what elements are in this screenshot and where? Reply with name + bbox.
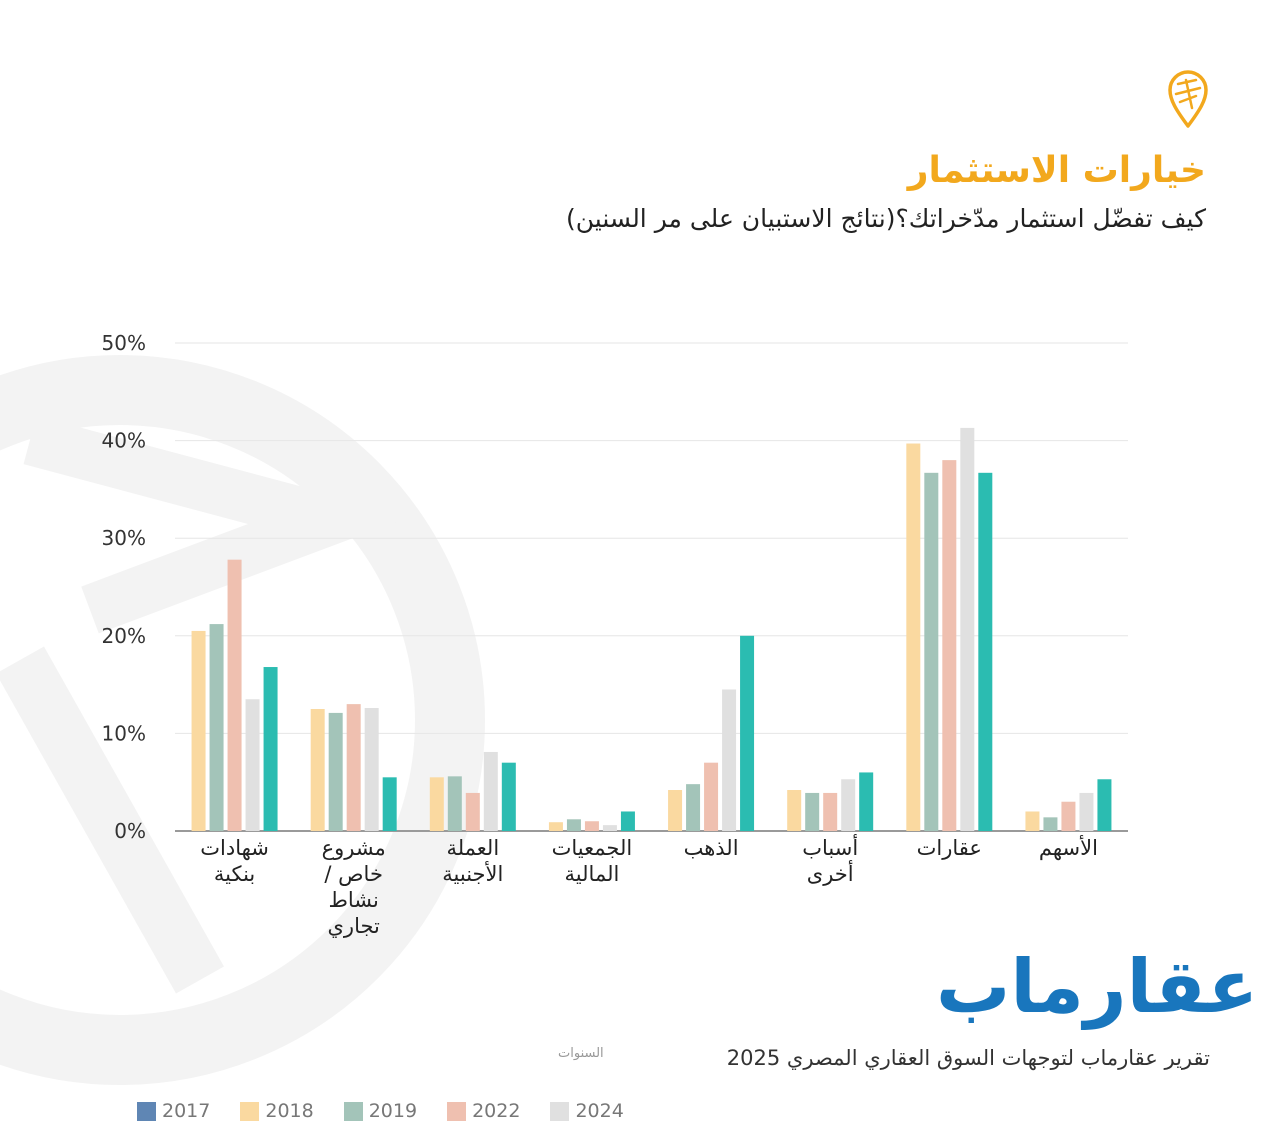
- x-tick-label: أخرى: [807, 860, 854, 886]
- legend-item: 2022: [447, 1100, 520, 1122]
- bar: [859, 772, 874, 831]
- bar: [722, 689, 737, 831]
- bar: [704, 762, 719, 831]
- x-tick-label: عقارات: [917, 836, 982, 860]
- x-tick-label: الأسهم: [1039, 835, 1098, 861]
- legend-swatch: [240, 1101, 260, 1121]
- legend-title: السنوات: [558, 1046, 604, 1061]
- y-tick-label: 30%: [102, 526, 146, 550]
- bar: [566, 819, 581, 831]
- x-tick-label: المالية: [565, 862, 620, 886]
- bar: [548, 822, 563, 831]
- legend-item: 2024: [550, 1100, 624, 1122]
- bar: [740, 635, 755, 831]
- bar: [501, 762, 516, 831]
- legend-item: 2017: [137, 1100, 210, 1122]
- bar: [209, 624, 224, 831]
- y-tick-label: 0%: [114, 819, 146, 843]
- legend-label: 2019: [368, 1100, 418, 1122]
- legend: 2017 2018 2019 2022 2024: [137, 1100, 624, 1122]
- legend-label: 2024: [575, 1100, 624, 1122]
- bar: [787, 790, 802, 831]
- legend-label: 2018: [265, 1100, 314, 1122]
- bar: [1061, 801, 1076, 831]
- bar: [346, 704, 361, 831]
- bar: [841, 779, 856, 831]
- bar: [620, 811, 635, 831]
- x-tick-label: مشروع: [322, 836, 386, 860]
- bar: [805, 792, 820, 831]
- legend-item: 2018: [240, 1100, 314, 1122]
- bar: [263, 667, 278, 831]
- bar: [245, 699, 260, 831]
- y-tick-label: 40%: [102, 429, 146, 453]
- page-subtitle: كيف تفضّل استثمار مدّخراتك؟(نتائج الاستب…: [566, 204, 1206, 233]
- bar: [429, 777, 444, 831]
- bar: [668, 790, 683, 831]
- y-tick-label: 50%: [102, 331, 146, 355]
- bar: [310, 709, 325, 831]
- bar: [328, 712, 343, 831]
- report-caption: تقرير عقارماب لتوجهات السوق العقاري المص…: [726, 1046, 1210, 1070]
- bar: [823, 792, 838, 831]
- x-tick-label: خاص /: [324, 862, 383, 886]
- bar: [227, 559, 242, 831]
- x-tick-label: الجمعيات: [552, 836, 633, 860]
- bar: [364, 708, 379, 831]
- x-tick-label: أسباب: [802, 834, 858, 860]
- map-pin-logo-icon: [1168, 70, 1208, 128]
- x-tick-label: شهادات: [200, 836, 269, 860]
- bar: [1025, 811, 1040, 831]
- bar: [1079, 792, 1094, 831]
- x-tick-label: العملة: [446, 836, 499, 860]
- bar: [465, 792, 480, 831]
- legend-swatch: [447, 1101, 467, 1121]
- x-tick-label: تجاري: [327, 914, 380, 938]
- y-tick-label: 20%: [102, 624, 146, 648]
- bar: [924, 472, 939, 831]
- x-tick-label: بنكية: [214, 862, 255, 886]
- legend-swatch: [550, 1101, 570, 1121]
- x-tick-label: الأجنبية: [442, 861, 503, 886]
- bar: [978, 472, 993, 831]
- page-title: خيارات الاستثمار: [907, 150, 1206, 191]
- legend-label: 2017: [162, 1100, 211, 1122]
- legend-label: 2022: [472, 1100, 521, 1122]
- x-tick-label: الذهب: [684, 836, 739, 860]
- bar: [942, 460, 957, 831]
- bar: [584, 821, 599, 831]
- legend-swatch: [137, 1101, 156, 1121]
- bar: [686, 784, 701, 831]
- brand-logo: عقارماب: [936, 944, 1260, 1030]
- legend-item: 2019: [343, 1100, 418, 1122]
- bar: [483, 751, 498, 831]
- bar: [1043, 817, 1058, 831]
- bar: [1097, 779, 1112, 831]
- bar: [960, 427, 975, 831]
- bar: [382, 777, 397, 831]
- bar: [191, 630, 206, 831]
- bar: [447, 776, 462, 831]
- y-tick-label: 10%: [102, 721, 146, 745]
- bar: [602, 825, 617, 831]
- x-tick-label: نشاط: [328, 888, 378, 912]
- bar: [906, 443, 921, 831]
- legend-swatch: [343, 1101, 363, 1121]
